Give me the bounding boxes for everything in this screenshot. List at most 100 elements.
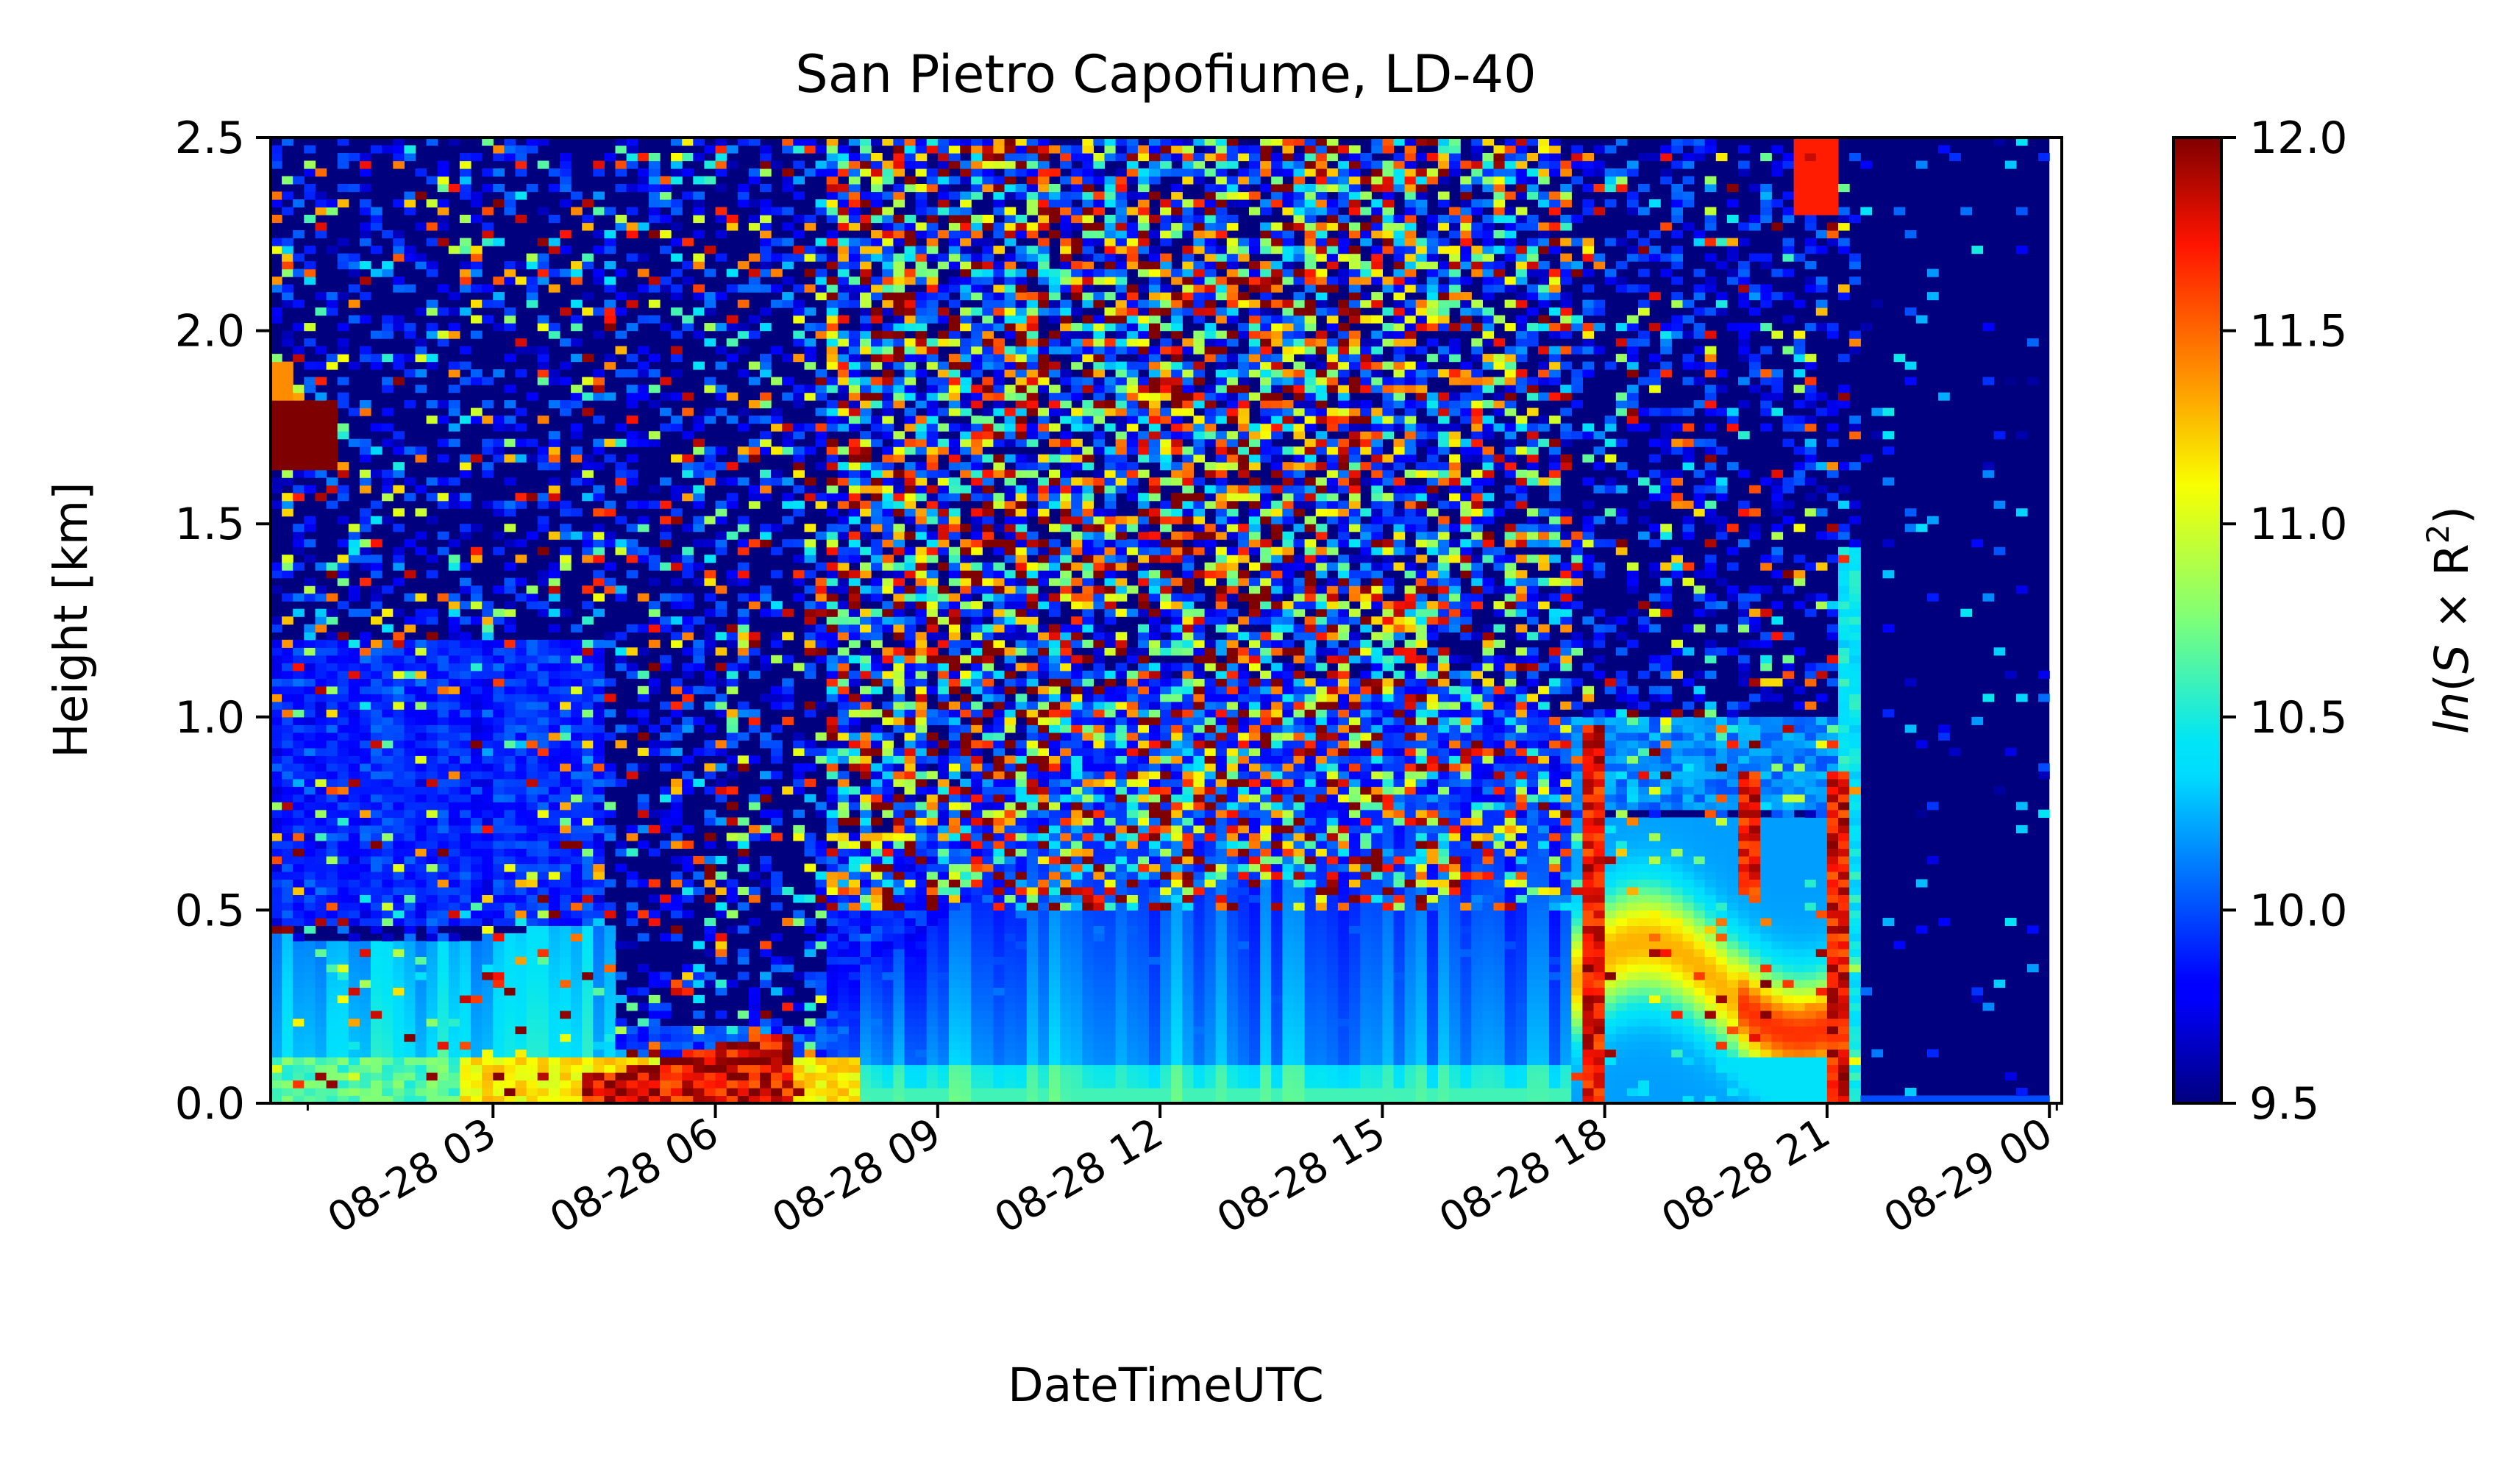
- heatmap-cell: [326, 1088, 338, 1097]
- heatmap-cell: [648, 678, 661, 687]
- heatmap-cell: [471, 555, 483, 563]
- heatmap-cell: [826, 933, 839, 941]
- heatmap-cell: [493, 817, 505, 826]
- heatmap-cell: [548, 701, 560, 710]
- heatmap-cell: [404, 987, 416, 996]
- heatmap-cell: [337, 562, 349, 571]
- heatmap-cell: [504, 601, 516, 610]
- heatmap-cell: [293, 724, 305, 733]
- heatmap-cell: [715, 709, 727, 718]
- heatmap-cell: [604, 238, 616, 246]
- heatmap-cell: [560, 732, 572, 741]
- heatmap-cell: [904, 786, 916, 795]
- heatmap-cell: [371, 763, 382, 772]
- heatmap-cell: [504, 191, 516, 200]
- heatmap-cell: [904, 354, 916, 363]
- heatmap-cell: [593, 747, 605, 756]
- heatmap-cell: [748, 802, 761, 811]
- heatmap-cell: [271, 215, 282, 224]
- heatmap-cell: [671, 516, 683, 524]
- heatmap-cell: [893, 284, 905, 293]
- heatmap-cell: [948, 763, 961, 772]
- heatmap-cell: [359, 987, 371, 996]
- heatmap-cell: [448, 809, 460, 818]
- heatmap-cell: [548, 570, 560, 579]
- heatmap-cell: [926, 771, 939, 780]
- heatmap-cell: [948, 917, 961, 926]
- heatmap-cell: [304, 431, 316, 440]
- heatmap-cell: [871, 307, 883, 316]
- heatmap-cell: [671, 207, 683, 215]
- heatmap-cell: [837, 1011, 850, 1019]
- heatmap-cell: [860, 323, 872, 332]
- heatmap-cell: [637, 516, 649, 524]
- heatmap-cell: [293, 933, 305, 941]
- heatmap-cell: [560, 972, 572, 980]
- heatmap-cell: [493, 416, 505, 424]
- heatmap-cell: [515, 755, 527, 764]
- heatmap-cell: [871, 817, 883, 826]
- heatmap-cell: [293, 354, 305, 363]
- heatmap-cell: [893, 593, 905, 602]
- heatmap-cell: [560, 709, 572, 718]
- heatmap-cell: [371, 639, 382, 648]
- heatmap-cell: [448, 833, 460, 841]
- heatmap-cell: [937, 809, 950, 818]
- heatmap-cell: [860, 855, 872, 864]
- heatmap-cell: [393, 824, 405, 833]
- heatmap-cell: [682, 555, 694, 563]
- heatmap-cell: [304, 261, 316, 270]
- heatmap-cell: [382, 786, 394, 795]
- heatmap-cell: [293, 755, 305, 764]
- heatmap-cell: [593, 1072, 605, 1081]
- heatmap-cell: [415, 740, 427, 749]
- heatmap-cell: [860, 972, 872, 980]
- heatmap-cell: [660, 593, 672, 602]
- heatmap-cell: [837, 871, 850, 880]
- heatmap-cell: [515, 709, 527, 718]
- heatmap-cell: [471, 647, 483, 656]
- heatmap-cell: [548, 972, 560, 980]
- heatmap-cell: [804, 972, 816, 980]
- heatmap-cell: [915, 771, 928, 780]
- heatmap-cell: [915, 485, 928, 494]
- heatmap-cell: [393, 886, 405, 895]
- heatmap-cell: [371, 685, 382, 694]
- heatmap-cell: [471, 840, 483, 849]
- heatmap-cell: [937, 608, 950, 617]
- heatmap-cell: [826, 284, 839, 293]
- heatmap-cell: [693, 191, 705, 200]
- heatmap-cell: [804, 253, 816, 262]
- heatmap-cell: [915, 886, 928, 895]
- heatmap-cell: [760, 1018, 772, 1027]
- heatmap-cell: [337, 423, 349, 432]
- heatmap-cell: [915, 879, 928, 888]
- heatmap-cell: [848, 176, 861, 185]
- heatmap-cell: [459, 917, 471, 926]
- heatmap-cell: [904, 438, 916, 447]
- heatmap-cell: [359, 902, 371, 911]
- heatmap-cell: [404, 1049, 416, 1058]
- heatmap-cell: [593, 1002, 605, 1011]
- heatmap-cell: [359, 199, 371, 208]
- heatmap-cell: [560, 361, 572, 370]
- heatmap-cell: [448, 1002, 460, 1011]
- heatmap-cell: [371, 670, 382, 679]
- heatmap-cell: [771, 253, 783, 262]
- heatmap-cell: [393, 546, 405, 555]
- heatmap-cell: [904, 446, 916, 455]
- heatmap-cell: [382, 647, 394, 656]
- heatmap-cell: [604, 1041, 616, 1050]
- heatmap-cell: [582, 307, 594, 316]
- heatmap-cell: [593, 246, 605, 254]
- heatmap-cell: [282, 207, 293, 215]
- heatmap-cell: [848, 253, 861, 262]
- heatmap-cell: [393, 956, 405, 965]
- heatmap-cell: [693, 685, 705, 694]
- heatmap-cell: [948, 1033, 961, 1042]
- heatmap-cell: [893, 292, 905, 301]
- heatmap-cell: [604, 963, 616, 972]
- heatmap-cell: [626, 524, 638, 532]
- heatmap-cell: [293, 1018, 305, 1027]
- heatmap-cell: [926, 948, 939, 957]
